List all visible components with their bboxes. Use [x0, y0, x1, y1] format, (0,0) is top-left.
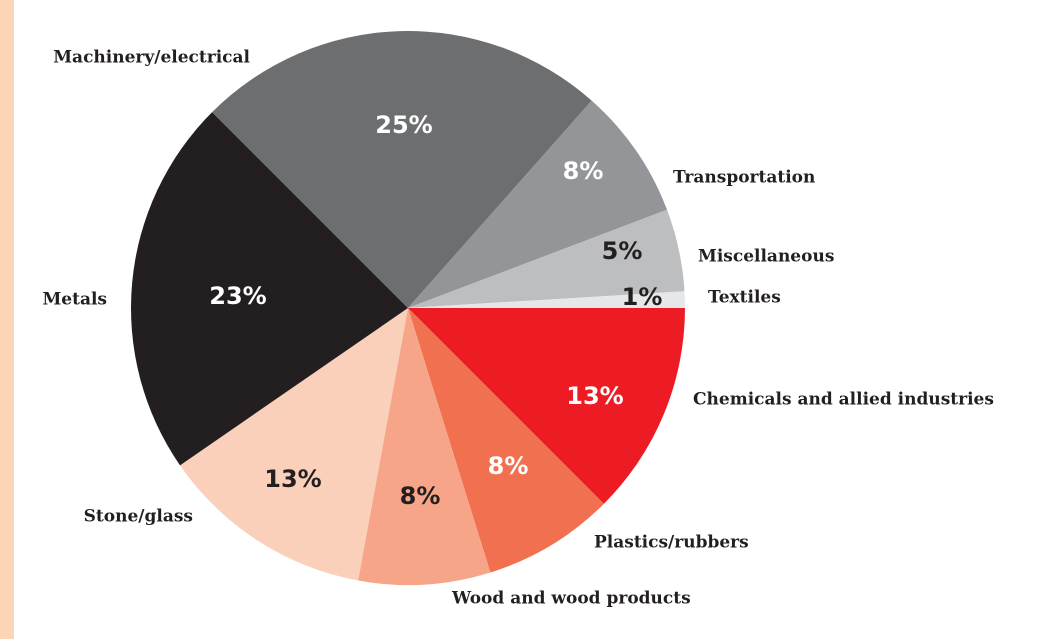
- pie-slice: [408, 291, 685, 308]
- pie-slice: [408, 308, 604, 573]
- value-label: 25%: [375, 111, 432, 139]
- value-label: 8%: [563, 157, 604, 185]
- pie-slice: [408, 308, 685, 504]
- slice-label: Stone/glass: [84, 507, 193, 527]
- value-label: 13%: [264, 465, 321, 493]
- slice-label: Textiles: [708, 288, 781, 308]
- pie-slice: [358, 308, 491, 585]
- value-label: 8%: [488, 452, 529, 480]
- pie-slice: [212, 30, 592, 308]
- slice-label: Transportation: [673, 168, 815, 188]
- pie-slice: [408, 100, 667, 308]
- pie-slice: [180, 308, 408, 581]
- pie-slice: [408, 209, 685, 308]
- slice-label: Chemicals and allied industries: [693, 390, 994, 410]
- value-label: 1%: [622, 283, 663, 311]
- slice-label: Plastics/rubbers: [594, 533, 749, 553]
- slice-label: Miscellaneous: [698, 247, 834, 267]
- value-label: 8%: [400, 482, 441, 510]
- side-strip: [0, 0, 14, 639]
- slice-label: Machinery/electrical: [53, 48, 250, 68]
- value-label: 5%: [602, 237, 643, 265]
- value-label: 13%: [566, 382, 623, 410]
- pie-slice: [131, 112, 408, 466]
- slice-label: Metals: [42, 290, 107, 310]
- slice-label: Wood and wood products: [451, 589, 691, 609]
- value-label: 23%: [209, 282, 266, 310]
